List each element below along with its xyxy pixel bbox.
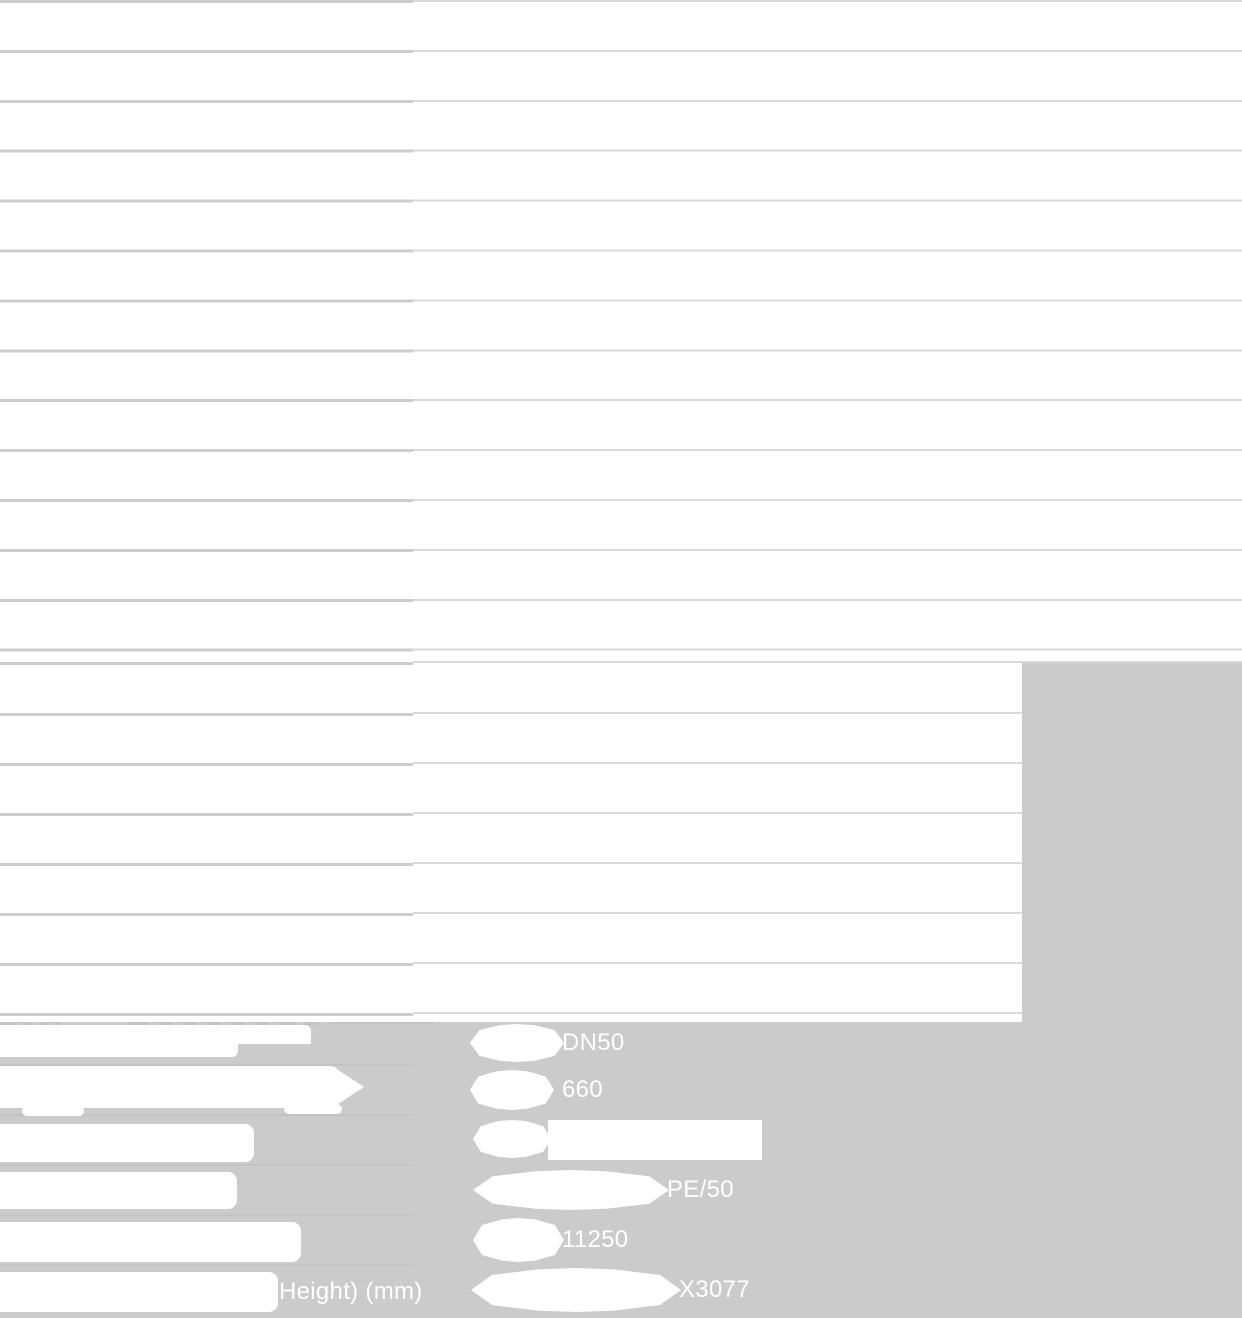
- text-remnant: [40, 1022, 46, 1025]
- label-redaction-blob: [0, 1172, 237, 1209]
- text-remnant: [158, 1022, 172, 1025]
- gray-overlay-block: [1022, 663, 1242, 1022]
- text-remnant: [182, 1022, 196, 1025]
- value-redaction-scribble: [473, 1218, 564, 1262]
- spec-value-fragment: X3077: [679, 1276, 750, 1303]
- spec-table-lines-top-left: [0, 0, 413, 652]
- spec-value-fragment: DN50: [562, 1029, 625, 1056]
- faint-row-line: [0, 1114, 413, 1116]
- value-redaction-scribble: [471, 1268, 681, 1312]
- text-remnant: [54, 1022, 60, 1025]
- text-remnant: [330, 1022, 433, 1024]
- text-remnant: [22, 1022, 30, 1025]
- value-redaction-box: [548, 1120, 762, 1160]
- label-redaction-blob: [0, 1272, 278, 1312]
- spec-label-fragment: Height) (mm): [279, 1278, 423, 1305]
- faint-row-line: [0, 1264, 413, 1266]
- section-spacer-line-left: [0, 662, 413, 665]
- text-remnant: [2, 1022, 14, 1025]
- faint-row-line: [0, 1164, 413, 1166]
- label-redaction-blob: [0, 1222, 301, 1262]
- label-redaction-tip: [338, 1070, 364, 1104]
- label-redaction-tail: [22, 1106, 84, 1116]
- text-remnant: [230, 1022, 244, 1025]
- faint-row-line: [0, 1064, 413, 1066]
- spec-value-fragment: 11250: [562, 1226, 629, 1253]
- value-redaction-scribble: [470, 1070, 554, 1110]
- label-redaction-blob: [0, 1124, 254, 1162]
- text-remnant: [304, 1022, 318, 1025]
- text-remnant: [128, 1022, 148, 1025]
- section-spacer-line-right: [413, 661, 1242, 663]
- text-remnant: [206, 1022, 220, 1025]
- text-remnant: [278, 1022, 296, 1025]
- bottom-spec-panel: DN50 660 PE/50 11250: [0, 1022, 1242, 1318]
- value-redaction-scribble: [473, 1120, 551, 1158]
- faint-row-line: [0, 1214, 413, 1216]
- spec-table-lines-mid-left: [0, 713, 413, 1017]
- label-redaction-blob: [0, 1042, 238, 1057]
- spec-value-fragment: PE/50: [667, 1176, 734, 1203]
- spec-table-lines-top-right: [413, 0, 1242, 651]
- value-redaction-scribble: [473, 1170, 669, 1210]
- label-redaction-blob: [0, 1066, 340, 1108]
- label-redaction-blob: [0, 1025, 311, 1044]
- spec-value-fragment: 660: [562, 1076, 603, 1103]
- value-redaction-scribble: [470, 1024, 564, 1062]
- label-redaction-tail: [284, 1104, 342, 1114]
- text-remnant: [254, 1022, 268, 1025]
